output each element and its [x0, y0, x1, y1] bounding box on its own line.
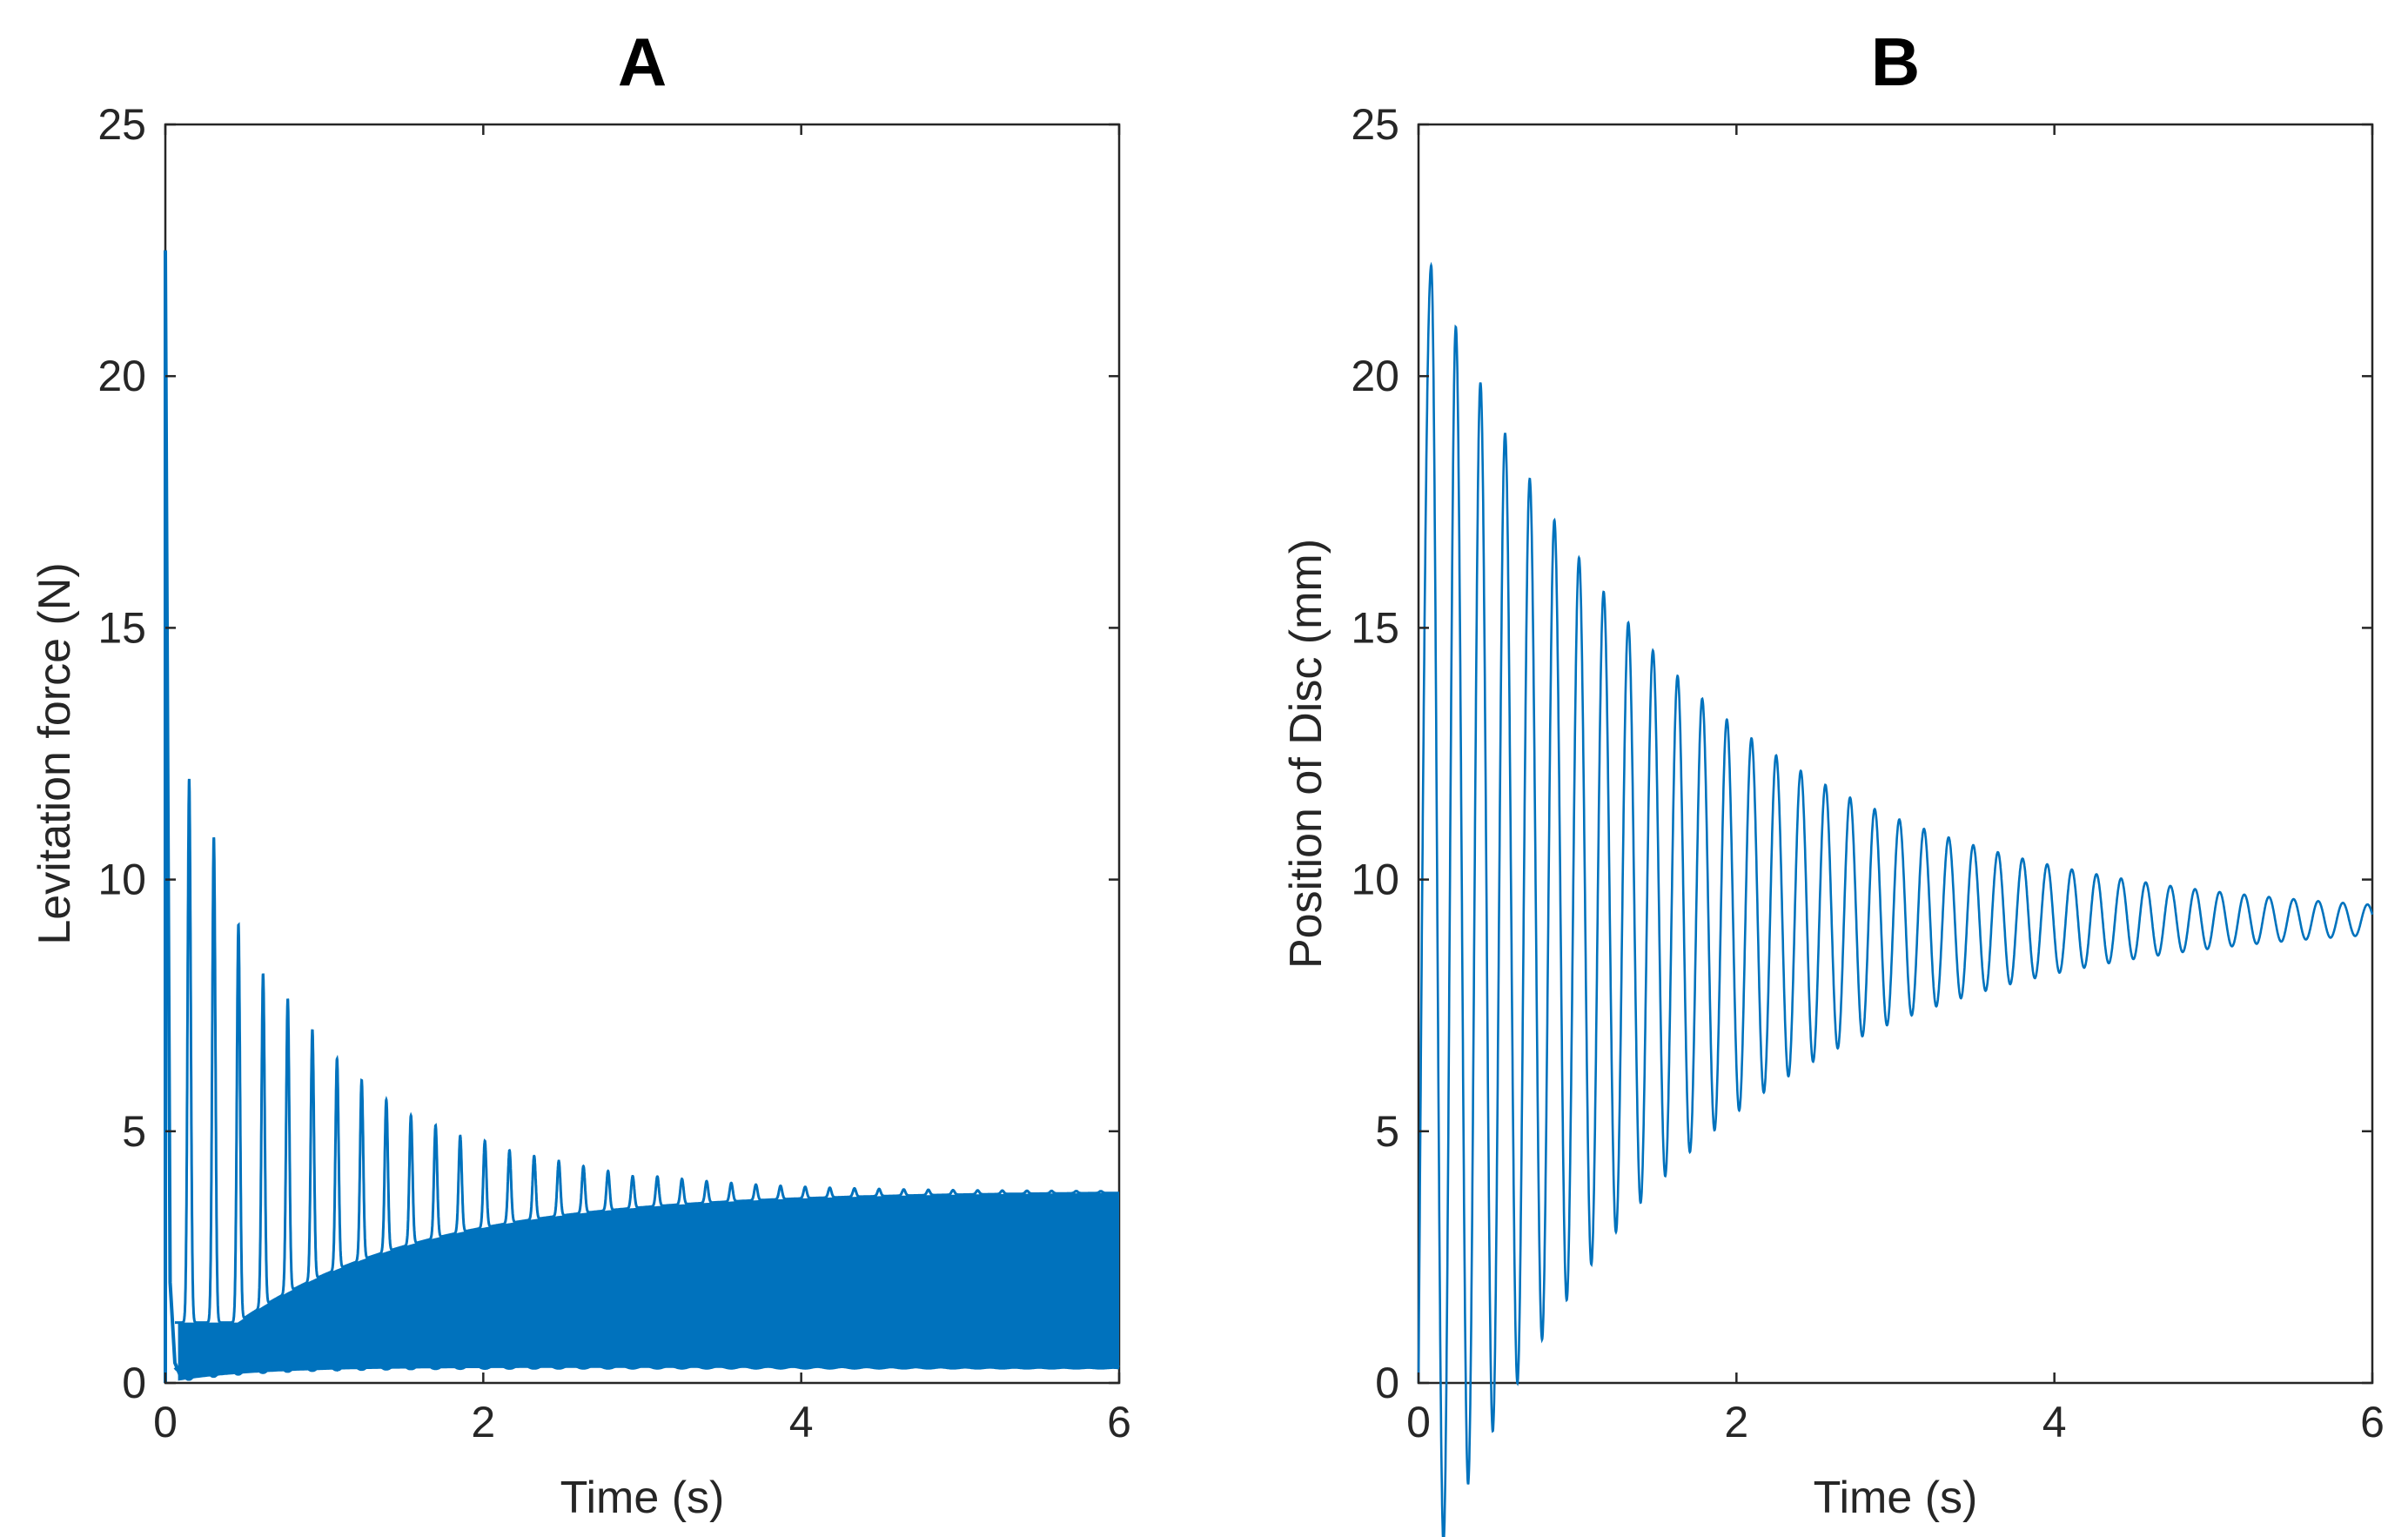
panel-a-x-tick-label: 6	[1107, 1398, 1131, 1446]
panel-b-x-tick-label: 4	[2042, 1398, 2067, 1446]
panel-a: 0 2 4 6 0 5 10 15 20 25 A Time (s) Levitation for…	[30, 23, 1131, 1523]
panel-a-x-tick-label: 2	[471, 1398, 495, 1446]
panel-b-y-tick-label: 10	[1351, 856, 1399, 904]
panel-a-x-tick-label: 4	[789, 1398, 814, 1446]
panel-a-y-tick-label: 25	[97, 100, 146, 149]
panel-b-x-tick-label: 2	[1724, 1398, 1748, 1446]
panel-b-y-tick-label: 20	[1351, 352, 1399, 400]
panel-b-series	[1417, 261, 2374, 1537]
panel-a-dense-band	[178, 1192, 1120, 1381]
panel-b-y-tick-label: 5	[1375, 1107, 1399, 1156]
panel-b-title: B	[1871, 23, 1920, 100]
panel-a-title: A	[618, 23, 667, 100]
panel-b-y-tick-label: 25	[1351, 100, 1399, 149]
panel-a-lower-envelope	[173, 1360, 1120, 1381]
panel-b-ticks: 0 2 4 6 0 5 10 15 20 25	[1351, 100, 2385, 1446]
panel-b-x-tick-label: 6	[2360, 1398, 2385, 1446]
panel-b-axes	[1417, 123, 2374, 1385]
panel-a-y-tick-label: 15	[97, 603, 146, 652]
panel-a-ticks: 0 2 4 6 0 5 10 15 20 25	[97, 100, 1131, 1446]
panel-b-y-tick-label: 0	[1375, 1359, 1399, 1407]
panel-b-y-tick-label: 15	[1351, 603, 1399, 652]
panel-b: 0 2 4 6 0 5 10 15 20 25 B Time (s) Position of Di…	[1281, 23, 2385, 1537]
panel-a-y-tick-label: 0	[122, 1359, 146, 1407]
panel-b-series-line	[1417, 261, 2374, 1537]
panel-a-y-tick-label: 5	[122, 1107, 146, 1156]
panel-b-y-axis-label: Position of Disc (mm)	[1281, 539, 1331, 969]
panel-a-x-tick-label: 0	[153, 1398, 178, 1446]
panel-a-y-tick-label: 20	[97, 352, 146, 400]
panel-a-axes	[164, 123, 1121, 1385]
panel-a-upper-envelope	[175, 778, 1119, 1325]
panel-a-x-axis-label: Time (s)	[560, 1473, 725, 1523]
panel-a-y-axis-label: Levitation force (N)	[30, 562, 80, 944]
panel-b-x-axis-label: Time (s)	[1814, 1473, 1978, 1523]
panel-b-x-tick-label: 0	[1406, 1398, 1431, 1446]
panel-a-y-tick-label: 10	[97, 856, 146, 904]
